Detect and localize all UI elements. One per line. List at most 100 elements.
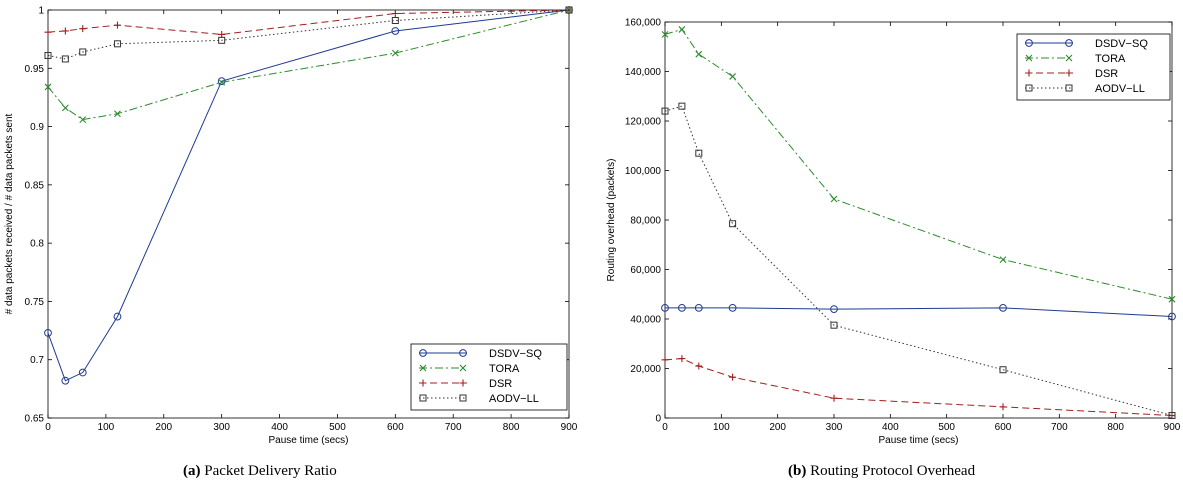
y-tick-label: 60,000 [630,265,661,276]
data-point [999,403,1007,411]
data-point [218,78,226,86]
x-tick-label: 800 [503,422,520,433]
y-tick-label: 40,000 [630,315,661,326]
data-point [44,83,52,91]
x-tick-label: 700 [445,422,462,433]
data-point [44,329,52,337]
x-tick-label: 0 [662,422,668,433]
y-axis-label: Routing overhead (packets) [606,159,617,282]
x-tick-label: 200 [769,422,786,433]
data-point [44,28,52,36]
caption-a-text: Packet Delivery Ratio [204,463,337,479]
legend-marker [1025,54,1033,62]
data-point [695,50,703,58]
data-point [114,110,121,118]
y-tick-label: 120,000 [625,117,662,128]
series-tora [661,26,1176,303]
series-line [47,9,570,382]
caption-a-label: (a) [183,463,201,479]
x-tick-label: 500 [938,422,955,433]
y-tick-label: 1 [38,6,44,17]
data-point [694,303,703,312]
data-point [678,102,686,110]
data-point [391,49,399,57]
data-point [61,104,69,112]
series-dsr [661,355,1176,420]
legend-box [410,343,568,411]
series-line [47,9,570,60]
x-axis-label: Pause time (secs) [268,435,348,446]
y-tick-label: 0.7 [30,355,44,366]
data-point [113,312,122,321]
data-point [113,40,121,48]
plot-a: 0 100 200 300 400 500 600 700 800 900 0.65 0.7 0.75 0… [4,6,578,447]
data-point [1168,312,1176,321]
data-point [695,149,703,157]
legend-label: TORA [489,363,520,375]
data-point [1168,412,1176,420]
data-point [728,303,737,312]
legend-label: DSDV−SQ [1095,38,1148,50]
caption-b-label: (b) [788,463,807,479]
legend-label: DSDV−SQ [489,348,542,360]
data-point [678,355,686,363]
caption-b-text: Routing Protocol Overhead [810,463,976,479]
x-tick-label: 900 [561,422,578,433]
legend-marker [1065,69,1073,77]
data-point [678,303,686,312]
data-point [830,321,838,329]
data-point [1168,412,1176,420]
caption-a: (a) Packet Delivery Ratio [183,463,337,480]
x-tick-label: 300 [213,422,230,433]
data-point [61,27,69,35]
data-point [729,220,737,228]
data-point [565,6,573,14]
data-point [217,77,226,86]
data-point [1168,295,1176,303]
y-tick-label: 0.75 [25,297,45,308]
data-point [729,73,736,80]
data-point [661,303,669,312]
data-point [79,25,87,33]
legend-label: TORA [1095,53,1126,65]
data-point [830,195,838,203]
x-tick-label: 600 [995,422,1012,433]
y-tick-label: 140,000 [625,67,662,78]
data-point [113,21,121,29]
data-point [999,256,1007,263]
y-tick-label: 20,000 [630,364,661,375]
legend-marker [1065,39,1073,47]
legend-marker [459,364,467,372]
legend-marker [459,394,467,402]
data-point [391,27,400,35]
y-tick-label: 80,000 [630,216,661,227]
data-point [661,30,669,38]
legend-label: DSR [489,378,512,390]
data-point [999,366,1007,374]
data-point [999,303,1007,312]
y-axis-label: # data packets received / # data packets… [4,113,15,314]
data-point [830,394,838,402]
legend-marker [459,349,467,357]
data-point [830,305,838,314]
legend-label: AODV−LL [489,393,539,405]
series-aodvll [661,102,1176,420]
legend-marker [419,349,427,357]
data-point [218,36,226,44]
legend-label: AODV−LL [1095,83,1145,95]
legend-marker [1025,69,1033,77]
y-tick-label: 0 [655,414,661,425]
x-tick-label: 300 [826,422,843,433]
x-tick-label: 500 [329,422,346,433]
x-tick-label: 600 [387,422,404,433]
x-tick-label: 400 [271,422,288,433]
legend-label: DSR [1095,68,1118,80]
x-tick-label: 200 [155,422,172,433]
x-axis-label: Pause time (secs) [878,435,958,446]
data-point [661,107,669,115]
data-point [79,48,87,56]
x-tick-label: 100 [713,422,730,433]
x-tick-label: 700 [1051,422,1068,433]
y-tick-label: 0.85 [25,180,45,191]
data-point [661,356,669,364]
